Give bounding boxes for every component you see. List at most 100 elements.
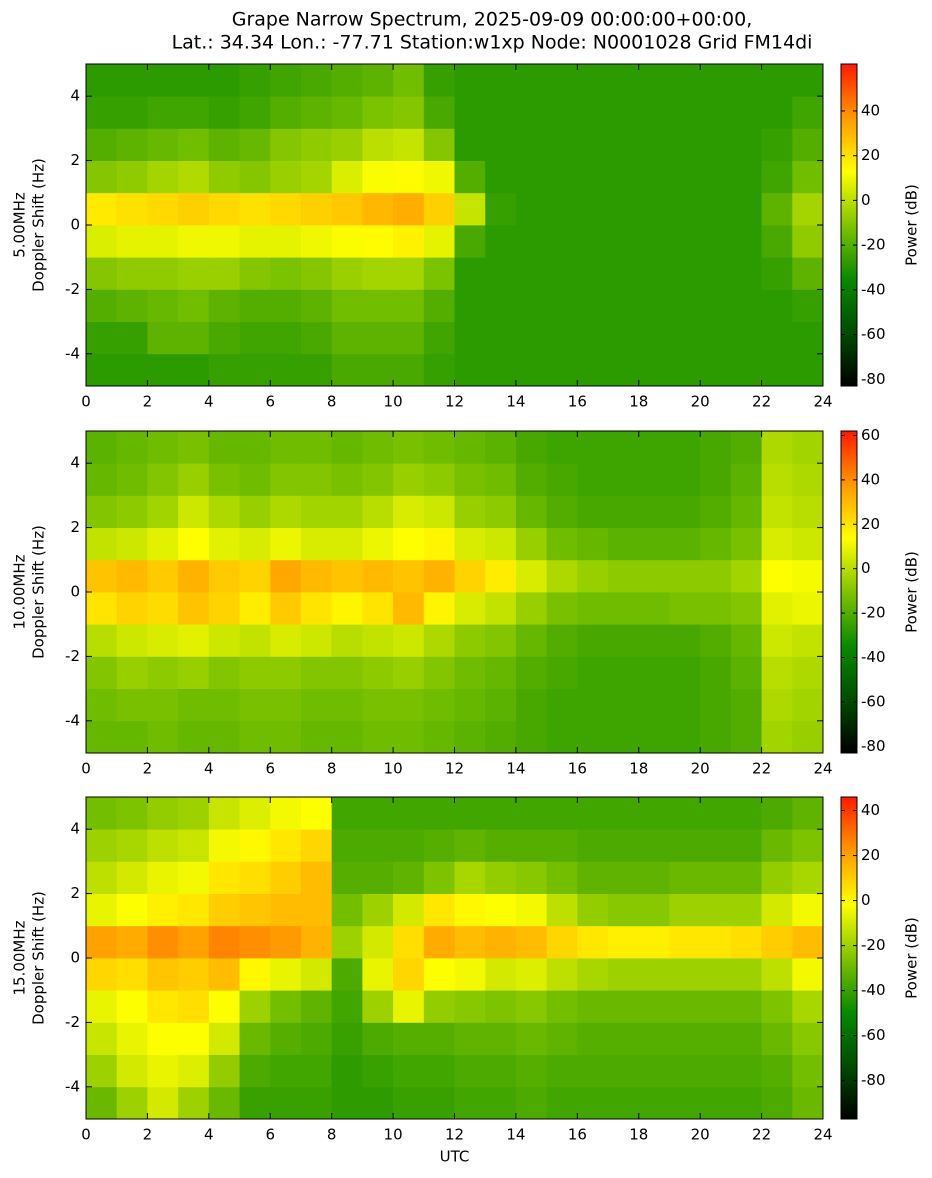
x-tick-label: 10	[384, 1126, 403, 1144]
heat-cell	[669, 861, 701, 894]
heat-cell	[608, 431, 640, 464]
heat-cell	[454, 321, 486, 355]
colorbar-label: Power (dB)	[903, 917, 921, 999]
heat-cell	[116, 64, 148, 97]
heat-cell	[730, 431, 762, 464]
heat-cell	[546, 64, 578, 97]
heat-cell	[300, 225, 333, 258]
heat-cell	[700, 925, 732, 959]
heat-cell	[730, 559, 762, 593]
heat-cell	[515, 321, 548, 355]
heat-cell	[730, 1022, 762, 1055]
x-tick-label: 18	[629, 393, 648, 411]
heat-cell	[423, 64, 455, 97]
heat-cell	[86, 160, 118, 194]
heat-cell	[208, 893, 240, 927]
heat-cell	[393, 495, 425, 528]
heat-cell	[669, 688, 701, 722]
heat-cell	[423, 321, 455, 355]
heat-cell	[270, 624, 302, 657]
heat-cell	[239, 1086, 271, 1120]
heat-cell	[546, 592, 578, 625]
heat-cell	[331, 160, 363, 194]
colorbar-tick-label: -60	[861, 1026, 886, 1044]
heat-cell	[178, 592, 210, 625]
heat-cell	[546, 958, 578, 991]
heat-cell	[270, 990, 302, 1023]
heat-cell	[116, 353, 148, 387]
heat-cell	[638, 160, 670, 194]
heat-cell	[208, 353, 240, 387]
heat-cell	[331, 289, 363, 322]
x-tick-label: 22	[752, 760, 771, 778]
heat-cell	[300, 1054, 333, 1088]
heat-cell	[423, 128, 455, 161]
heat-cell	[700, 321, 732, 355]
heat-cell	[577, 656, 609, 689]
heat-cell	[700, 559, 732, 593]
heat-cell	[178, 192, 210, 226]
heat-cell	[454, 656, 486, 689]
heat-cell	[577, 592, 609, 625]
heat-cell	[331, 128, 363, 161]
heat-cell	[239, 559, 271, 593]
heat-cell	[300, 990, 333, 1023]
heat-cell	[608, 353, 640, 387]
heat-cell	[423, 592, 455, 625]
heat-cell	[792, 96, 824, 129]
heat-cell	[147, 128, 179, 161]
heat-cell	[638, 797, 670, 830]
heat-cell	[792, 431, 824, 464]
heat-cell	[792, 624, 824, 657]
heat-cell	[86, 861, 118, 894]
heat-cell	[239, 1022, 271, 1055]
heat-cell	[147, 192, 179, 226]
heat-cell	[393, 431, 425, 464]
heat-cell	[116, 559, 148, 593]
heat-cell	[546, 431, 578, 464]
heat-cell	[730, 192, 762, 226]
heat-cell	[608, 720, 640, 754]
heat-cell	[423, 96, 455, 129]
heat-cell	[546, 925, 578, 959]
heat-cell	[393, 225, 425, 258]
heat-cell	[485, 353, 517, 387]
heat-cell	[116, 688, 148, 722]
heat-cell	[300, 1022, 333, 1055]
heat-cell	[515, 1054, 548, 1088]
x-tick-label: 24	[813, 760, 832, 778]
x-tick-label: 20	[691, 1126, 710, 1144]
heat-cell	[423, 289, 455, 322]
heat-cell	[331, 321, 363, 355]
heat-cell	[792, 656, 824, 689]
heat-cell	[669, 192, 701, 226]
heat-cell	[393, 656, 425, 689]
colorbar-tick-label: 20	[861, 146, 880, 164]
heat-cell	[638, 925, 670, 959]
heat-cell	[700, 463, 732, 496]
y-tick-label: -2	[65, 647, 80, 665]
heat-cell	[116, 990, 148, 1023]
heat-cell	[546, 1086, 578, 1120]
heat-cell	[331, 559, 363, 593]
x-tick-label: 14	[506, 760, 525, 778]
heat-cell	[362, 990, 394, 1023]
heat-cell	[454, 225, 486, 258]
heat-cell	[362, 893, 394, 927]
x-tick-label: 8	[327, 760, 337, 778]
heat-cell	[178, 925, 210, 959]
x-tick-label: 14	[506, 393, 525, 411]
heat-cell	[515, 527, 548, 561]
heat-cell	[86, 1022, 118, 1055]
heat-cell	[638, 861, 670, 894]
heat-cell	[669, 958, 701, 991]
heat-cell	[331, 495, 363, 528]
heat-cell	[761, 463, 793, 496]
heat-cell	[239, 958, 271, 991]
heat-cell	[515, 829, 548, 862]
heat-cell	[730, 64, 762, 97]
heat-cell	[761, 797, 793, 830]
heat-cell	[116, 958, 148, 991]
heat-cell	[393, 463, 425, 496]
heat-cell	[331, 1086, 363, 1120]
